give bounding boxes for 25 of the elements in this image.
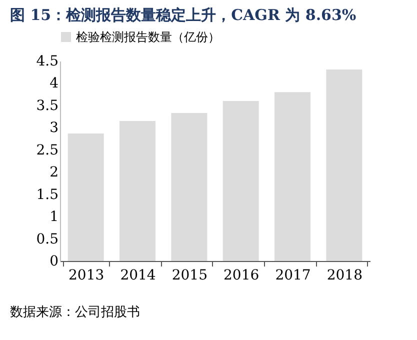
source-note: 数据来源：公司招股书 xyxy=(10,305,140,320)
y-tick-label: 0.5 xyxy=(36,231,58,248)
x-tick-label: 2017 xyxy=(275,268,311,284)
x-tick-label: 2018 xyxy=(326,268,362,284)
y-tick-label: 3 xyxy=(50,120,58,136)
bar xyxy=(326,69,362,261)
x-tick-label: 2015 xyxy=(172,268,208,284)
y-tick-label: 3.5 xyxy=(36,98,58,114)
chart-title: 图 15：检测报告数量稳定上升，CAGR 为 8.63% xyxy=(10,6,356,24)
bar xyxy=(68,133,104,261)
y-tick-label: 4.5 xyxy=(36,54,58,70)
x-tick-label: 2013 xyxy=(68,268,104,284)
x-tick-label: 2014 xyxy=(120,268,156,284)
y-tick-label: 1 xyxy=(50,209,58,226)
y-tick-label: 0 xyxy=(50,254,58,270)
bar xyxy=(274,92,310,261)
bar xyxy=(120,121,156,261)
legend-label: 检验检测报告数量（亿份） xyxy=(76,30,220,44)
bar xyxy=(222,101,259,261)
y-tick-label: 4 xyxy=(50,76,59,92)
y-tick-label: 1.5 xyxy=(36,186,58,203)
y-tick-label: 2 xyxy=(50,164,58,181)
y-tick-label: 2.5 xyxy=(36,142,58,158)
bar xyxy=(171,113,208,261)
x-tick-label: 2016 xyxy=(224,268,260,284)
